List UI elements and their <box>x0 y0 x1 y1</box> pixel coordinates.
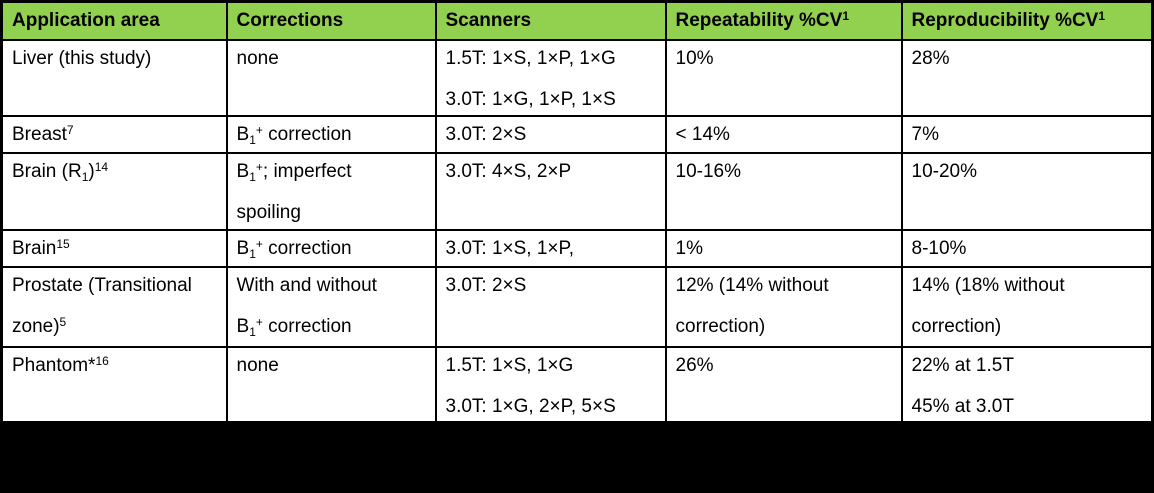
cell-line: B1+ correction <box>236 236 352 261</box>
table-cell: 1.5T: 1×S, 1×G 3.0T: 1×G, 2×P, 5×S <box>434 345 667 424</box>
cell-line: 3.0T: 2×S <box>445 274 527 296</box>
cell-line: 45% at 3.0T <box>911 395 1014 417</box>
table-cell: 28% <box>900 38 1154 117</box>
table-cell: With and without B1+ correction <box>225 265 437 348</box>
column-header-4: Repeatability %CV1 <box>664 0 903 41</box>
cell-line: 3.0T: 1×S, 1×P, <box>445 237 575 259</box>
table-cell: 10-16% <box>664 151 903 231</box>
cell-line: Brain15 <box>12 236 70 259</box>
cell-line: Liver (this study) <box>12 47 152 69</box>
table-cell: none <box>225 38 437 117</box>
table-cell: 14% (18% without correction) <box>900 265 1154 348</box>
table-cell: Brain15 <box>0 228 228 268</box>
table-cell: Brain (R1)14 <box>0 151 228 231</box>
cell-line: spoiling <box>236 201 301 223</box>
table-row: Phantom*16 none 1.5T: 1×S, 1×G 3.0T: 1×G, 2… <box>0 345 1154 424</box>
table-row: Breast7 B1+ correction 3.0T: 2×S < 14% 7% <box>0 114 1154 154</box>
cell-line: correction) <box>911 315 1002 337</box>
table-cell: 10-20% <box>900 151 1154 231</box>
table-cell: 26% <box>664 345 903 424</box>
column-header-5: Reproducibility %CV1 <box>900 0 1154 41</box>
cell-line: 3.0T: 4×S, 2×P <box>445 160 572 182</box>
table-cell: B1+ correction <box>225 114 437 154</box>
table-cell: Liver (this study) <box>0 38 228 117</box>
table-cell: 1.5T: 1×S, 1×P, 1×G 3.0T: 1×G, 1×P, 1×S <box>434 38 667 117</box>
table-cell: Breast7 <box>0 114 228 154</box>
cell-line: none <box>236 354 279 376</box>
table-cell: 7% <box>900 114 1154 154</box>
table-row: Liver (this study) none 1.5T: 1×S, 1×P, 1×… <box>0 38 1154 117</box>
table-cell: 10% <box>664 38 903 117</box>
cell-line: 10% <box>675 47 714 69</box>
table-cell: 3.0T: 1×S, 1×P, <box>434 228 667 268</box>
table-cell: 1% <box>664 228 903 268</box>
cell-line: 1% <box>675 237 703 259</box>
cell-line: 3.0T: 1×G, 1×P, 1×S <box>445 88 616 110</box>
cell-line: Prostate (Transitional <box>12 274 192 296</box>
cell-line: B1+ correction <box>236 122 352 147</box>
table-cell: 3.0T: 4×S, 2×P <box>434 151 667 231</box>
header-row: Application area Corrections Scanners Repea… <box>0 0 1154 41</box>
table-cell: none <box>225 345 437 424</box>
footer-black-bar <box>0 424 1154 493</box>
table-row: Prostate (Transitional zone)5 With and wit… <box>0 265 1154 348</box>
cell-line: correction) <box>675 315 766 337</box>
table-cell: Phantom*16 <box>0 345 228 424</box>
table-cell: 12% (14% without correction) <box>664 265 903 348</box>
table-cell: 3.0T: 2×S <box>434 265 667 348</box>
cell-line: 3.0T: 1×G, 2×P, 5×S <box>445 395 616 417</box>
table-cell: B1+; imperfect spoiling <box>225 151 437 231</box>
table-cell: 22% at 1.5T 45% at 3.0T <box>900 345 1154 424</box>
cell-line: 3.0T: 2×S <box>445 123 527 145</box>
table-cell: B1+ correction <box>225 228 437 268</box>
cell-line: 10-20% <box>911 160 978 182</box>
cell-line: 7% <box>911 123 939 145</box>
cell-line: 22% at 1.5T <box>911 354 1014 376</box>
cell-line: 8-10% <box>911 237 967 259</box>
table-cell: 3.0T: 2×S <box>434 114 667 154</box>
table-cell: < 14% <box>664 114 903 154</box>
cell-line: Phantom*16 <box>12 353 109 376</box>
table-cell: 8-10% <box>900 228 1154 268</box>
cell-line: 14% (18% without <box>911 274 1065 296</box>
cell-line: Breast7 <box>12 122 74 145</box>
column-header-3: Scanners <box>434 0 667 41</box>
cell-line: 28% <box>911 47 950 69</box>
table-row: Brain (R1)14 B1+; imperfect spoiling 3.0T: … <box>0 151 1154 231</box>
cell-line: 1.5T: 1×S, 1×G <box>445 354 574 376</box>
qmri-comparison-table: Application area Corrections Scanners Repea… <box>0 0 1154 424</box>
cell-line: B1+; imperfect <box>236 159 352 184</box>
cell-line: 10-16% <box>675 160 742 182</box>
column-header-1: Application area <box>0 0 228 41</box>
cell-line: zone)5 <box>12 314 67 337</box>
cell-line: 1.5T: 1×S, 1×P, 1×G <box>445 47 616 69</box>
cell-line: none <box>236 47 279 69</box>
table-row: Brain15 B1+ correction 3.0T: 1×S, 1×P, 1% 8-… <box>0 228 1154 268</box>
table-cell: Prostate (Transitional zone)5 <box>0 265 228 348</box>
table-body: Liver (this study) none 1.5T: 1×S, 1×P, 1×… <box>0 38 1154 424</box>
cell-line: With and without <box>236 274 377 296</box>
cell-line: 12% (14% without <box>675 274 829 296</box>
cell-line: B1+ correction <box>236 314 352 339</box>
cell-line: Brain (R1)14 <box>12 159 109 184</box>
cell-line: 26% <box>675 354 714 376</box>
column-header-2: Corrections <box>225 0 437 41</box>
cell-line: < 14% <box>675 123 730 145</box>
